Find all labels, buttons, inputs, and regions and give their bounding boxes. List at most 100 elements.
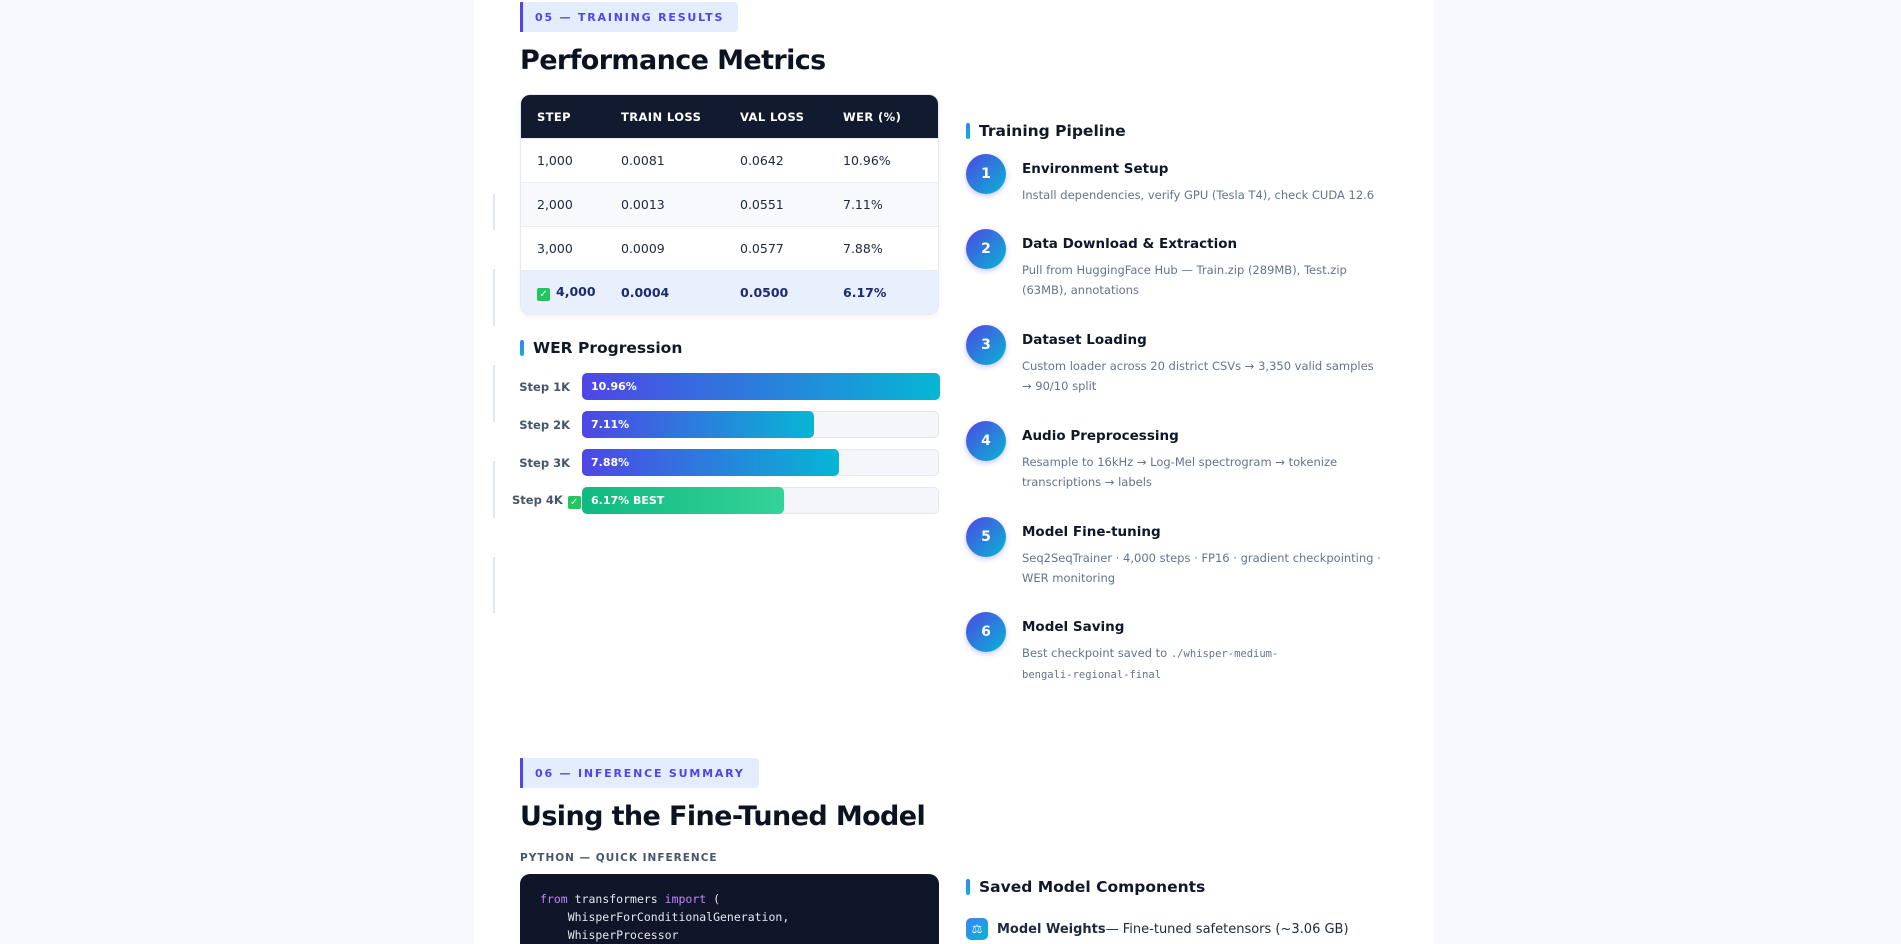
cell-step: 2,000 (537, 197, 573, 212)
cell-wer: 7.88% (843, 241, 883, 256)
pipeline-step-environment-setup: 1 Environment Setup Install dependencies… (966, 154, 1386, 214)
wer-bar-label: Step 4K ✓ (512, 493, 582, 509)
wer-bar: 7.88% (582, 449, 839, 476)
pipeline-step-data-download: 2 Data Download & Extraction Pull from H… (966, 229, 1386, 309)
step-number-badge: 5 (966, 517, 1006, 557)
wer-bar-row: Step 3K 7.88% (512, 449, 939, 476)
step-title: Data Download & Extraction (1022, 236, 1238, 252)
wer-bar-label-text: Step 4K (512, 492, 563, 507)
cell-step: 1,000 (537, 153, 573, 168)
cell-val-loss: 0.0642 (740, 153, 784, 168)
content-page: 05 — TRAINING RESULTS Performance Metric… (474, 0, 1434, 944)
step-number-badge: 3 (966, 325, 1006, 365)
cell-val-loss: 0.0500 (740, 285, 789, 300)
wer-bar: 7.11% (582, 411, 814, 438)
wer-bar-track: 10.96% (582, 373, 940, 400)
pipeline-connector (493, 194, 495, 230)
training-pipeline-heading: Training Pipeline (966, 122, 1126, 140)
code-block[interactable]: from transformers import ( WhisperForCon… (520, 874, 939, 944)
wer-bar-track: 6.17% BEST (582, 487, 939, 514)
cell-wer: 10.96% (843, 153, 891, 168)
table-row: 1,000 0.0081 0.0642 10.96% (521, 138, 938, 182)
heading-accent-bar (966, 879, 970, 895)
page-title-inference: Using the Fine-Tuned Model (520, 801, 926, 832)
section-tag-inference-summary: 06 — INFERENCE SUMMARY (520, 758, 759, 788)
wer-bar-value: 10.96% (591, 380, 637, 393)
saved-item-name: Model Weights (997, 921, 1106, 937)
pipeline-connector (493, 365, 495, 422)
checkpoint-path: ./whisper-medium-bengali-regional-final (1022, 648, 1279, 681)
check-box-icon: ✓ (537, 288, 550, 301)
table-row-best: ✓ 4,000 0.0004 0.0500 6.17% (521, 270, 938, 314)
pipeline-step-model-fine-tuning: 5 Model Fine-tuning Seq2SeqTrainer · 4,0… (966, 517, 1386, 597)
column-header-train-loss: TRAIN LOSS (621, 109, 702, 124)
weights-icon: ⚖ (966, 918, 988, 940)
wer-bar-row: Step 1K 10.96% (512, 373, 940, 400)
cell-wer: 7.11% (843, 197, 883, 212)
step-description: Resample to 16kHz → Log-Mel spectrogram … (1022, 455, 1338, 489)
wer-bar-row: Step 4K ✓ 6.17% BEST (512, 487, 939, 514)
step-title: Audio Preprocessing (1022, 428, 1179, 444)
wer-bar-label: Step 2K (512, 418, 582, 432)
pipeline-step-dataset-loading: 3 Dataset Loading Custom loader across 2… (966, 325, 1386, 405)
step-title: Environment Setup (1022, 161, 1169, 177)
cell-train-loss: 0.0081 (621, 153, 665, 168)
wer-bar-label-text: Step 3K (519, 455, 570, 470)
step-description-text: Best checkpoint saved to (1022, 646, 1171, 660)
code-module: transformers (567, 892, 665, 906)
cell-step: 3,000 (537, 241, 573, 256)
code-keyword-import: import (664, 892, 707, 906)
column-header-step: STEP (537, 109, 572, 124)
check-box-icon: ✓ (567, 495, 581, 509)
step-title: Dataset Loading (1022, 332, 1147, 348)
pipeline-connector (493, 461, 495, 518)
wer-bar-label-text: Step 1K (519, 379, 570, 394)
cell-train-loss: 0.0004 (621, 285, 670, 300)
step-description: Best checkpoint saved to ./whisper-mediu… (1022, 643, 1322, 685)
wer-bar: 6.17% BEST (582, 487, 784, 514)
wer-bar-track: 7.11% (582, 411, 939, 438)
cell-step: 4,000 (556, 284, 596, 299)
wer-bar-track: 7.88% (582, 449, 939, 476)
saved-components-heading: Saved Model Components (966, 878, 1205, 896)
wer-bar-label-text: Step 2K (519, 417, 570, 432)
wer-progression-heading: WER Progression (520, 339, 682, 357)
metrics-table: STEP TRAIN LOSS VAL LOSS WER (%) 1,000 0… (520, 94, 939, 315)
column-header-wer: WER (%) (843, 109, 902, 124)
training-pipeline-title: Training Pipeline (979, 122, 1126, 140)
wer-bar-row: Step 2K 7.11% (512, 411, 939, 438)
pipeline-step-audio-preprocessing: 4 Audio Preprocessing Resample to 16kHz … (966, 421, 1386, 501)
table-row: 2,000 0.0013 0.0551 7.11% (521, 182, 938, 226)
cell-train-loss: 0.0013 (621, 197, 665, 212)
wer-bar-value: 6.17% BEST (591, 494, 665, 507)
step-description: Pull from HuggingFace Hub — Train.zip (2… (1022, 263, 1347, 297)
section-tag-training-results: 05 — TRAINING RESULTS (520, 2, 739, 32)
wer-bar-label: Step 3K (512, 456, 582, 470)
column-header-val-loss: VAL LOSS (740, 109, 805, 124)
saved-item-desc: — Fine-tuned safetensors (~3.06 GB) (1105, 921, 1349, 937)
step-description: Install dependencies, verify GPU (Tesla … (1022, 188, 1375, 202)
wer-bar-value: 7.88% (591, 456, 630, 469)
step-number-badge: 4 (966, 421, 1006, 461)
code-label: PYTHON — QUICK INFERENCE (520, 852, 718, 864)
saved-components-title: Saved Model Components (979, 878, 1206, 896)
step-number-badge: 1 (966, 154, 1006, 194)
wer-progression-title: WER Progression (533, 339, 683, 357)
wer-bar-value: 7.11% (591, 418, 630, 431)
step-description: Custom loader across 20 district CSVs → … (1022, 359, 1374, 393)
cell-wer: 6.17% (843, 285, 887, 300)
saved-item-model-weights: ⚖ Model Weights — Fine-tuned safetensors… (966, 918, 1349, 940)
code-rest: ( WhisperForConditionalGeneration, Whisp… (567, 892, 790, 942)
step-description: Seq2SeqTrainer · 4,000 steps · FP16 · gr… (1022, 551, 1381, 585)
wer-bar-label: Step 1K (512, 380, 582, 394)
step-title: Model Fine-tuning (1022, 524, 1161, 540)
cell-val-loss: 0.0551 (740, 197, 784, 212)
heading-accent-bar (966, 123, 970, 139)
heading-accent-bar (520, 340, 524, 356)
step-number-badge: 6 (966, 612, 1006, 652)
table-row: 3,000 0.0009 0.0577 7.88% (521, 226, 938, 270)
cell-val-loss: 0.0577 (740, 241, 784, 256)
pipeline-step-model-saving: 6 Model Saving Best checkpoint saved to … (966, 612, 1386, 692)
step-title: Model Saving (1022, 619, 1125, 635)
code-keyword-from: from (540, 892, 568, 906)
